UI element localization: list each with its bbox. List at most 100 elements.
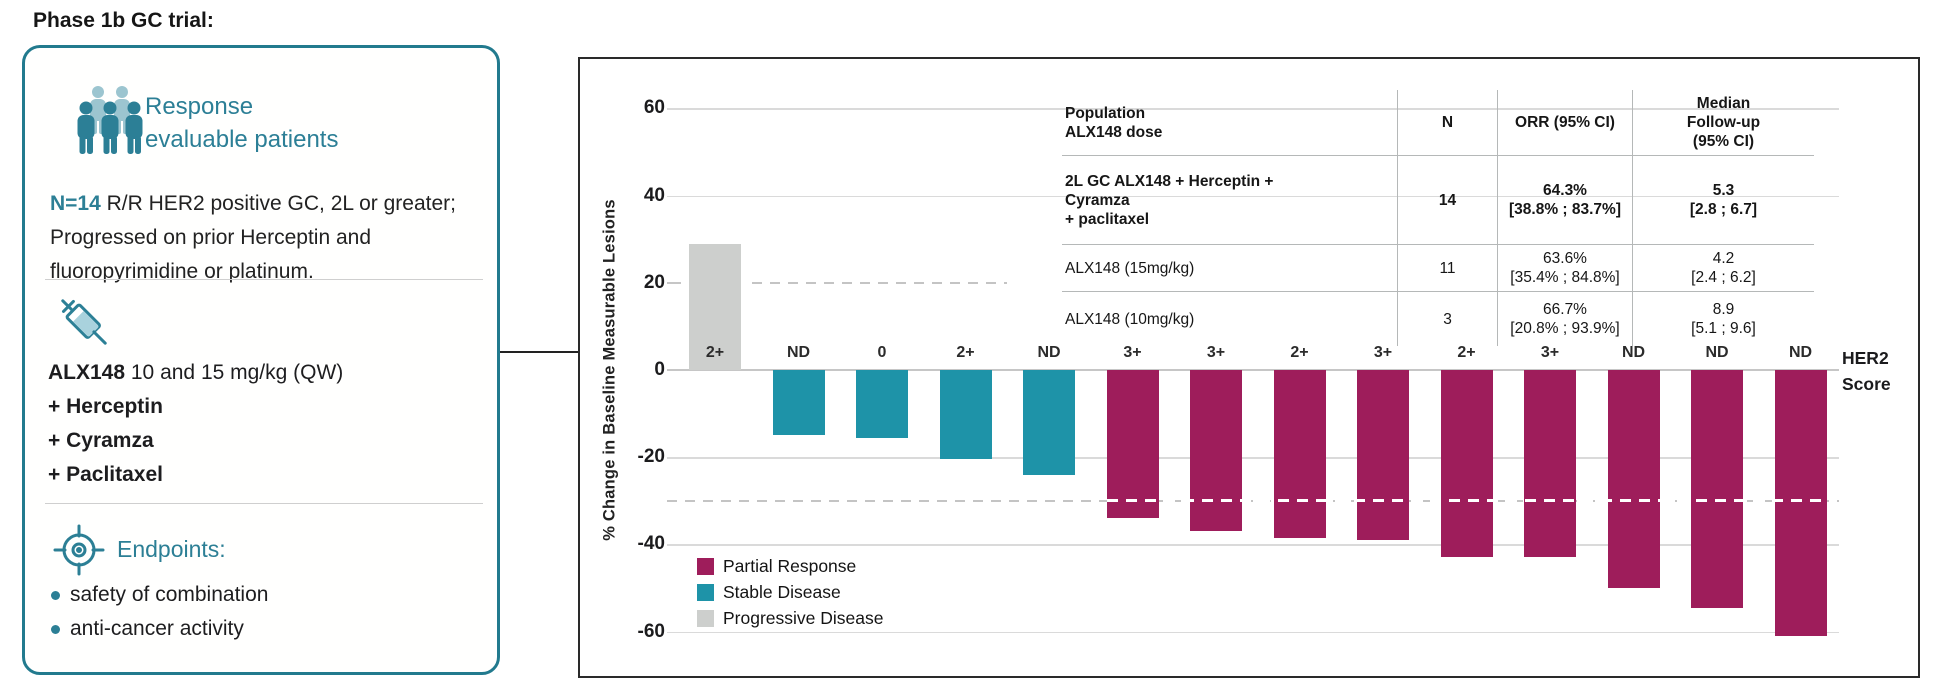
syringe-icon bbox=[51, 290, 117, 359]
divider bbox=[45, 503, 483, 504]
regimen-dose-line: ALX148 10 and 15 mg/kg (QW) bbox=[48, 356, 343, 390]
her2-score-label: ND bbox=[786, 344, 811, 361]
y-tick-label: 0 bbox=[654, 359, 665, 380]
combination-list: + Herceptin + Cyramza + Paclitaxel bbox=[48, 390, 343, 492]
her2-score-label: ND bbox=[1621, 344, 1646, 361]
gridline bbox=[667, 195, 1839, 198]
endpoint-item: safety of combination bbox=[51, 578, 268, 612]
her2-score-label: 3+ bbox=[1373, 344, 1393, 361]
y-tick-label: -40 bbox=[637, 533, 665, 555]
population-text: R/R HER2 positive GC, 2L or greater; Pro… bbox=[50, 192, 456, 283]
table-cell: 64.3% [38.8% ; 83.7%] bbox=[1497, 156, 1632, 245]
waterfall-bar bbox=[1023, 370, 1075, 475]
table-cell: 5.3 [2.8 ; 6.7] bbox=[1632, 156, 1814, 245]
waterfall-bar bbox=[1524, 370, 1576, 558]
table-cell-population: 2L GC ALX148 + Herceptin + Cyramza + pac… bbox=[1062, 156, 1397, 245]
waterfall-bar bbox=[1774, 370, 1827, 636]
her2-score-label: 3+ bbox=[1540, 344, 1560, 361]
y-tick-label: 20 bbox=[643, 271, 665, 293]
waterfall-bar bbox=[1273, 370, 1326, 538]
drug-dose: 10 and 15 mg/kg (QW) bbox=[125, 361, 344, 384]
y-tick-label: -60 bbox=[637, 620, 665, 642]
endpoint-label: safety of combination bbox=[70, 583, 269, 606]
her2-score-label: ND bbox=[1037, 344, 1061, 361]
endpoint-label: anti-cancer activity bbox=[70, 617, 244, 640]
table-cell: 11 bbox=[1397, 245, 1497, 292]
legend-label: Partial Response bbox=[723, 556, 857, 576]
her2-score-label: ND bbox=[1788, 344, 1813, 361]
table-cell: 66.7% [20.8% ; 93.9%] bbox=[1497, 292, 1632, 346]
regimen-block: ALX148 10 and 15 mg/kg (QW) + Herceptin +… bbox=[48, 356, 343, 492]
legend-label: Stable Disease bbox=[723, 582, 841, 602]
minus30-dashed-overlay bbox=[1106, 499, 1827, 503]
waterfall-bar bbox=[1691, 370, 1743, 608]
target-icon bbox=[51, 522, 107, 583]
drug-name: ALX148 bbox=[48, 361, 126, 384]
y-tick-label: -20 bbox=[637, 446, 665, 468]
endpoints-title: Endpoints: bbox=[117, 536, 226, 562]
her2-score-label: 2+ bbox=[705, 344, 725, 361]
results-table: Population ALX148 dose N ORR (95% CI) Media… bbox=[1062, 90, 1814, 346]
divider bbox=[45, 279, 483, 280]
population-description: N=14 R/R HER2 positive GC, 2L or greater… bbox=[50, 187, 490, 289]
gridline bbox=[667, 457, 1839, 459]
page-title: Phase 1b GC trial: bbox=[33, 9, 214, 32]
trial-info-card: Response evaluable patients N=14 R/R HER… bbox=[22, 45, 500, 675]
gridline bbox=[667, 544, 1839, 546]
waterfall-chart-panel: % Change in Baseline Measurable Lesions … bbox=[578, 57, 1920, 678]
waterfall-bar bbox=[1607, 370, 1660, 588]
combination-item: + Herceptin bbox=[48, 395, 163, 418]
combination-item: + Paclitaxel bbox=[48, 463, 163, 486]
her2-score-label: 0 bbox=[877, 344, 887, 361]
legend-item: Partial Response bbox=[697, 556, 883, 576]
zero-axis-line bbox=[667, 369, 1839, 371]
patients-group-icon bbox=[77, 84, 143, 161]
legend-label: Progressive Disease bbox=[723, 608, 884, 628]
waterfall-bar bbox=[856, 370, 908, 438]
combination-item: + Cyramza bbox=[48, 429, 154, 452]
her2-score-label: 2+ bbox=[1290, 344, 1309, 361]
chart-legend: Partial Response Stable Disease Progressiv… bbox=[697, 556, 884, 628]
legend-item: Progressive Disease bbox=[697, 608, 884, 628]
plot-area: % Change in Baseline Measurable Lesions … bbox=[580, 59, 1918, 676]
gridline bbox=[667, 631, 1839, 634]
plus20-tick bbox=[667, 281, 681, 284]
table-cell: 63.6% [35.4% ; 84.8%] bbox=[1497, 245, 1632, 292]
legend-swatch bbox=[697, 558, 714, 575]
table-cell: 14 bbox=[1397, 156, 1497, 245]
connector-line bbox=[500, 351, 580, 353]
legend-swatch bbox=[697, 610, 714, 627]
her2-score-label: 3+ bbox=[1123, 344, 1142, 361]
waterfall-bar bbox=[1357, 370, 1409, 541]
plus20-dashed-line bbox=[752, 281, 1007, 285]
waterfall-bar bbox=[1106, 370, 1159, 519]
bullet-icon bbox=[51, 590, 60, 600]
legend-item: Stable Disease bbox=[697, 582, 883, 602]
table-cell: 8.9 [5.1 ; 9.6] bbox=[1632, 292, 1814, 346]
her2-score-label: ND bbox=[1705, 344, 1729, 361]
her2-score-label: 3+ bbox=[1206, 344, 1226, 361]
y-tick-label: 40 bbox=[643, 184, 665, 206]
y-tick-label: 60 bbox=[643, 97, 665, 119]
her2-score-label: 2+ bbox=[956, 344, 975, 361]
waterfall-bar bbox=[939, 370, 992, 459]
endpoint-item: anti-cancer activity bbox=[51, 612, 268, 646]
table-cell: 4.2 [2.4 ; 6.2] bbox=[1632, 245, 1814, 292]
patients-title: Response evaluable patients bbox=[145, 93, 339, 153]
gridline bbox=[667, 108, 1839, 110]
waterfall-bar bbox=[1440, 370, 1493, 558]
n-count: N=14 bbox=[50, 192, 101, 215]
table-cell: Median Follow-up (95% CI) bbox=[1632, 90, 1814, 156]
waterfall-bar bbox=[689, 243, 741, 370]
table-cell: N bbox=[1397, 90, 1497, 156]
her2-score-axis-label: HER2 Score bbox=[1842, 348, 1891, 394]
legend-swatch bbox=[697, 584, 714, 601]
waterfall-bar bbox=[772, 370, 825, 436]
table-cell-population: ALX148 (10mg/kg) bbox=[1065, 310, 1195, 328]
table-cell-population: ALX148 (15mg/kg) bbox=[1062, 245, 1397, 292]
endpoints-list: safety of combination anti-cancer activit… bbox=[51, 578, 268, 646]
bullet-icon bbox=[51, 624, 60, 634]
her2-score-label: 2+ bbox=[1457, 344, 1476, 361]
table-cell: 3 bbox=[1397, 292, 1497, 346]
waterfall-bar bbox=[1190, 370, 1242, 532]
